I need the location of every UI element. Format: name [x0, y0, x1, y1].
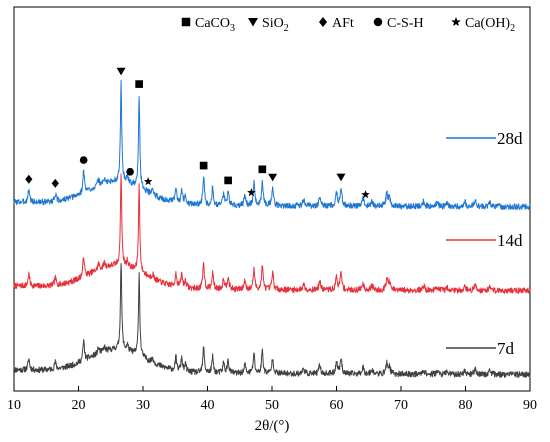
- legend-entry: SiO2: [248, 16, 289, 34]
- legend-label: AFt: [332, 16, 354, 31]
- x-tick-label: 10: [7, 398, 21, 413]
- legend-label: C-S-H: [387, 16, 424, 31]
- x-tick-label: 70: [394, 398, 408, 413]
- plot-frame: [13, 6, 531, 392]
- x-axis-label: 2θ/(°): [255, 418, 290, 434]
- legend-entry: AFt: [319, 16, 354, 31]
- phase-marker-diamond: [51, 178, 59, 188]
- series-line-7d: [13, 263, 531, 378]
- phase-marker-triangle-down: [116, 67, 126, 76]
- legend-label: CaCO3: [195, 16, 235, 34]
- phase-marker-circle: [79, 156, 88, 164]
- phase-markers: [25, 67, 370, 199]
- legend-label: SiO2: [262, 16, 289, 34]
- legend-marker-star: [451, 17, 461, 27]
- x-tick-label: 20: [72, 398, 86, 413]
- phase-marker-star: [143, 177, 153, 186]
- series-label: 7d: [446, 339, 515, 358]
- x-tick-label: 40: [201, 398, 215, 413]
- x-tick-label: 90: [523, 398, 537, 413]
- x-tick-label: 60: [330, 398, 344, 413]
- phase-marker-triangle-down: [268, 173, 278, 182]
- traces: [13, 79, 531, 378]
- legend-marker-circle: [373, 17, 383, 27]
- series-labels: 28d 14d 7d: [446, 129, 523, 358]
- x-tick-label: 80: [459, 398, 473, 413]
- series-label-text: 28d: [497, 129, 523, 148]
- phase-marker-star: [361, 190, 370, 199]
- legend-marker-square: [181, 17, 191, 27]
- phase-marker-square: [135, 80, 143, 88]
- legend: CaCO3 SiO2 AFt C-S-H Ca(OH)2: [181, 16, 515, 34]
- phase-marker-square: [199, 161, 208, 170]
- series-label-text: 14d: [497, 231, 523, 250]
- legend-marker-diamond: [319, 17, 327, 27]
- legend-label: Ca(OH)2: [465, 16, 515, 34]
- series-label-text: 7d: [497, 339, 515, 358]
- x-tick-label: 50: [265, 398, 279, 413]
- legend-entry: C-S-H: [373, 16, 424, 31]
- phase-marker-star: [247, 188, 256, 197]
- phase-marker-circle: [126, 167, 134, 176]
- phase-marker-square: [224, 176, 232, 185]
- legend-marker-triangle-down: [248, 18, 258, 27]
- phase-marker-square: [258, 165, 267, 174]
- legend-entry: CaCO3: [181, 16, 235, 34]
- legend-label-sub: 2: [510, 23, 515, 34]
- phase-marker-diamond: [25, 174, 33, 184]
- series-line-14d: [13, 173, 531, 294]
- x-axis-ticks: 10 20 30 40 50 60 70 80 90: [7, 386, 537, 413]
- phase-marker-triangle-down: [336, 173, 346, 182]
- series-label: 14d: [446, 231, 523, 250]
- legend-entry: Ca(OH)2: [451, 16, 515, 34]
- series-label: 28d: [446, 129, 523, 148]
- legend-label-sub: 2: [284, 23, 289, 34]
- legend-label-sub: 3: [230, 23, 235, 34]
- x-tick-label: 30: [136, 398, 150, 413]
- series-line-28d: [13, 79, 531, 211]
